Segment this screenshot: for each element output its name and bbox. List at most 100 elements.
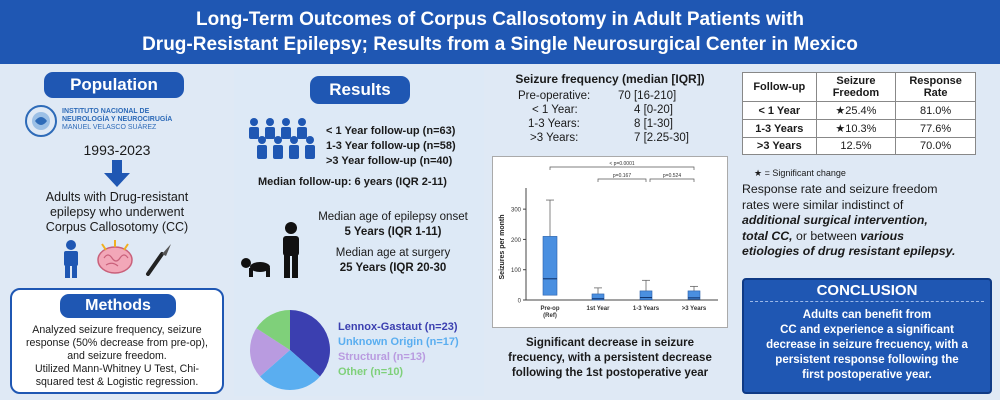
row-response-rate: 70.0% <box>895 137 976 155</box>
baby-crawling-icon <box>241 258 270 277</box>
table-row: < 1 Year ★25.4% 81.0% <box>742 101 976 120</box>
freq-value: 70 [16-210] <box>618 90 677 102</box>
box-iqr <box>542 236 558 296</box>
caption-line-2: frecuency, with a persistent decrease <box>508 352 712 364</box>
y-tick-label: 0 <box>518 299 522 305</box>
conclusion-panel <box>742 278 992 394</box>
pie-slice-structural <box>250 328 290 377</box>
methods-line-3: and seizure freedom. <box>67 350 167 362</box>
freq-label: < 1 Year: <box>532 104 578 116</box>
methods-line-1: Analyzed seizure frequency, seizure <box>32 324 202 336</box>
freq-row: 1-3 Years: 8 [1-30] <box>518 117 689 131</box>
y-tick-label: 300 <box>511 208 522 214</box>
brain-icon <box>97 240 133 274</box>
onset-value: 5 Years (IQR 1-11) <box>344 226 442 238</box>
population-description: Adults with Drug-resistant epilepsy who … <box>4 190 230 235</box>
logo-line-2: NEUROLOGÍA Y NEUROCIRUGÍA <box>62 116 173 123</box>
conclusion-divider <box>750 301 984 302</box>
population-desc-2: epilepsy who underwent <box>49 205 185 219</box>
sig-bracket-23 <box>649 178 695 182</box>
methods-line-4: Utilized Mann-Whitney U Test, Chi- <box>34 363 200 375</box>
star-icon: ★ <box>754 168 763 178</box>
methods-line-5: squared test & Logistic regression. <box>35 376 199 388</box>
y-axis-label: Seizures per month <box>499 215 506 280</box>
followup-list: < 1 Year follow-up (n=63) 1-3 Year follo… <box>326 124 456 169</box>
sf-value: 25.4% <box>845 105 877 117</box>
response-line-5: etiologies of drug resistant epilepsy. <box>742 244 956 258</box>
title-line-2: Drug-Resistant Epilepsy; Results from a … <box>142 34 858 55</box>
conclusion-line-3: decrease in seizure frecuency, with a <box>766 339 968 351</box>
x-tick-label: (Ref) <box>543 313 557 319</box>
or-text: or <box>792 228 811 243</box>
row-response-rate: 77.6% <box>895 119 976 138</box>
row-followup: 1-3 Years <box>742 119 817 138</box>
response-table: Follow-up Seizure Freedom Response Rate … <box>742 72 976 155</box>
conclusion-line-1: Adults can benefit from <box>802 309 932 321</box>
surgery-value: 25 Years (IQR 20-30 <box>339 262 447 274</box>
response-line-3: additional surgical intervention, <box>742 213 928 227</box>
legend-structural: Structural (n=13) <box>338 351 426 363</box>
y-tick-label: 200 <box>511 238 522 244</box>
seizure-freq-heading: Seizure frequency (median [IQR]) <box>515 72 705 86</box>
x-tick-label: 1st Year <box>587 306 611 312</box>
significance-star-icon: ★ <box>835 105 846 117</box>
box-iqr <box>687 290 701 300</box>
followup-1: < 1 Year follow-up (n=63) <box>326 125 456 137</box>
freq-row: Pre-operative: 70 [16-210] <box>518 89 689 103</box>
logo-line-1: INSTITUTO NACIONAL DE <box>62 108 150 115</box>
title-line-1: Long-Term Outcomes of Corpus Callosotomy… <box>195 9 805 30</box>
pie-slice-unknown <box>260 350 320 390</box>
header-seizure-freedom: Seizure Freedom <box>815 72 897 102</box>
person-icon <box>64 240 78 278</box>
response-text: Response rate and seizure freedom rates … <box>742 182 992 260</box>
conclusion-text: Adults can benefit from CC and experienc… <box>742 308 992 383</box>
freq-value: 7 [2.25-30] <box>634 132 689 144</box>
box-iqr <box>591 293 605 301</box>
boxplot-caption: Significant decrease in seizure frecuenc… <box>488 336 732 381</box>
significance-star-icon: ★ <box>835 123 846 135</box>
conclusion-line-2: CC and experience a significant <box>780 324 954 336</box>
seizure-freq-table: Pre-operative: 70 [16-210] < 1 Year: 4 [0-… <box>518 89 689 145</box>
results-column: Results < 1 Year follow-up (n=63) 1-3 Ye… <box>234 68 484 396</box>
significance-legend: ★ = Significant change <box>754 168 846 179</box>
row-followup: < 1 Year <box>742 101 817 120</box>
sig-bracket-12 <box>597 178 647 182</box>
surgery-label: Median age at surgery <box>335 247 451 259</box>
row-response-rate: 81.0% <box>895 101 976 120</box>
logo-text: INSTITUTO NACIONAL DE NEUROLOGÍA Y NEURO… <box>62 108 172 132</box>
adult-person-icon <box>283 222 299 278</box>
conclusion-heading: CONCLUSION <box>816 282 918 299</box>
sig-label-23: p=0.524 <box>663 173 681 179</box>
pie-slice-other <box>256 310 290 350</box>
pie-slice-lennox <box>290 310 330 377</box>
sig-bracket-all <box>549 166 695 170</box>
row-followup: >3 Years <box>742 137 817 155</box>
sig-label-12: p=0.167 <box>613 173 631 179</box>
conclusion-line-5: first postoperative year. <box>802 369 932 381</box>
seizure-boxplot: 0 100 200 300 Seizures per month Pre-op(Ref) 1… <box>499 161 718 319</box>
freq-label: >3 Years: <box>530 132 579 144</box>
population-desc-1: Adults with Drug-resistant <box>45 190 189 204</box>
x-tick-label: 1-3 Years <box>633 306 660 312</box>
box-iqr <box>639 290 653 300</box>
response-line-4: total CC, or between various <box>742 229 992 245</box>
legend-text: = Significant change <box>764 168 846 178</box>
sig-label-all: < p=0.0001 <box>609 161 635 167</box>
onset-label: Median age of epilepsy onset <box>318 211 468 223</box>
followup-3: >3 Year follow-up (n=40) <box>326 155 453 167</box>
response-line-1: Response rate and seizure freedom <box>742 182 938 196</box>
row-seizure-freedom: ★25.4% <box>815 101 897 120</box>
pie-legend: Lennox-Gastaut (n=23) Unknown Origin (n=… <box>338 320 459 380</box>
etiology-pie-chart <box>250 310 330 390</box>
population-column: Population INSTITUTO NACIONAL DE NEUROLO… <box>4 68 230 396</box>
freq-label: 1-3 Years: <box>528 118 580 130</box>
row-seizure-freedom: ★10.3% <box>815 119 897 138</box>
response-column: Follow-up Seizure Freedom Response Rate … <box>736 68 996 396</box>
row-seizure-freedom: 12.5% <box>815 137 897 155</box>
followup-2: 1-3 Year follow-up (n=58) <box>326 140 456 152</box>
caption-line-3: following the 1st postoperative year <box>511 367 709 379</box>
population-heading: Population <box>44 72 184 98</box>
age-stats: Median age of epilepsy onset 5 Years (IQ… <box>304 210 482 276</box>
x-tick-label: Pre-op <box>540 306 559 312</box>
freq-row: < 1 Year: 4 [0-20] <box>518 103 689 117</box>
